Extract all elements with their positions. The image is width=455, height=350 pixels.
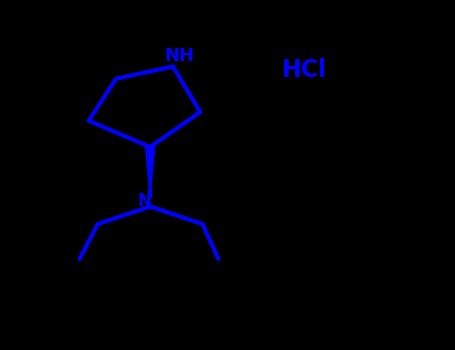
- Text: NH: NH: [165, 47, 195, 65]
- Text: HCl: HCl: [282, 58, 328, 82]
- Polygon shape: [146, 147, 155, 191]
- Text: N: N: [138, 192, 152, 210]
